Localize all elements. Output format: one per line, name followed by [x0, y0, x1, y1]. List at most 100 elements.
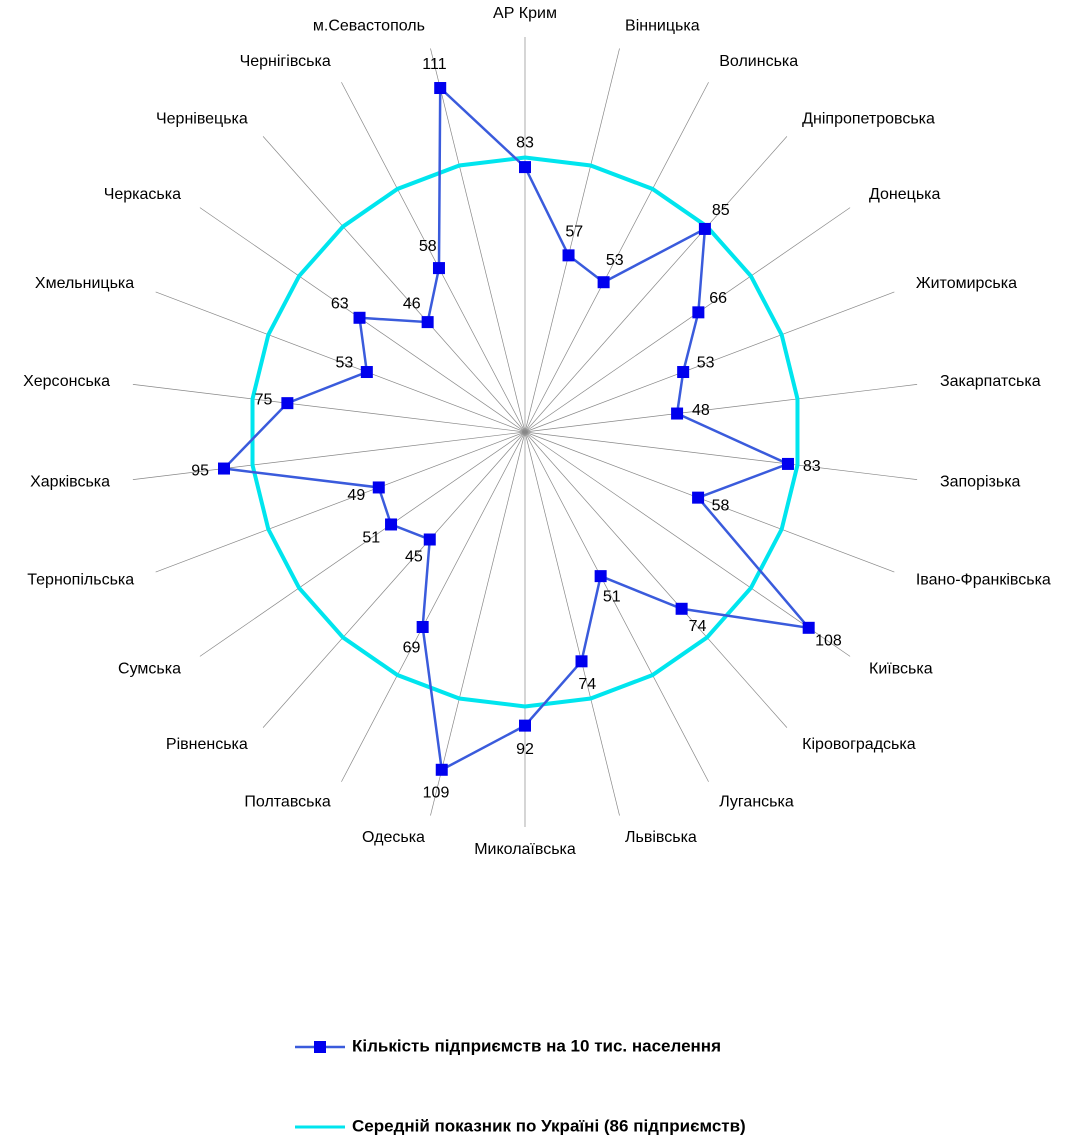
marker — [353, 311, 366, 324]
category-label: Полтавська — [244, 793, 330, 810]
category-label: Вінницька — [625, 17, 700, 34]
category-label: Миколаївська — [474, 841, 576, 858]
marker — [677, 366, 690, 379]
data-label: 74 — [689, 618, 707, 635]
spoke — [524, 384, 918, 433]
data-label: 95 — [191, 463, 209, 480]
spoke — [524, 431, 788, 728]
spoke — [199, 431, 526, 657]
marker — [692, 491, 705, 504]
spoke — [524, 136, 788, 433]
marker — [218, 462, 231, 475]
category-label: Київська — [869, 661, 933, 678]
marker — [802, 621, 815, 634]
spoke — [524, 291, 895, 433]
spoke — [132, 431, 526, 480]
spoke — [341, 82, 526, 433]
category-label: м.Севастополь — [313, 17, 425, 34]
spoke — [524, 82, 709, 433]
category-label: Івано-Франківська — [916, 571, 1051, 588]
category-label: Львівська — [625, 829, 697, 846]
spoke — [155, 431, 526, 573]
spoke — [524, 431, 851, 657]
spoke — [262, 431, 526, 728]
data-label: 45 — [405, 549, 423, 566]
marker — [597, 276, 610, 289]
data-label: 66 — [709, 290, 727, 307]
marker — [372, 481, 385, 494]
marker — [385, 518, 398, 531]
legend-marker — [314, 1041, 326, 1053]
marker — [519, 161, 531, 174]
category-label: Волинська — [719, 53, 798, 70]
spoke — [341, 431, 526, 782]
category-label: Кіровоградська — [802, 736, 916, 753]
spoke — [524, 431, 620, 816]
spoke — [524, 431, 895, 573]
data-label: 46 — [403, 295, 421, 312]
marker — [562, 249, 575, 262]
data-label: 53 — [606, 252, 624, 269]
marker — [435, 763, 448, 776]
category-label: Житомирська — [916, 275, 1017, 292]
marker — [416, 620, 429, 633]
category-label: Чернігівська — [240, 53, 331, 70]
category-label: Луганська — [719, 793, 794, 810]
marker — [781, 457, 794, 470]
spoke — [132, 384, 526, 433]
category-label: Закарпатська — [940, 373, 1041, 390]
marker — [594, 570, 607, 583]
data-label: 53 — [335, 355, 353, 372]
data-label: 58 — [712, 497, 730, 514]
data-label: 51 — [362, 529, 380, 546]
data-label: 74 — [578, 676, 596, 693]
spoke — [524, 431, 709, 782]
category-label: Тернопільська — [27, 571, 134, 588]
legend-label: Кількість підприємств на 10 тис. населен… — [352, 1036, 721, 1055]
marker — [675, 602, 688, 615]
category-label: Хмельницька — [35, 275, 134, 292]
data-label: 109 — [423, 784, 450, 801]
spoke — [155, 291, 526, 433]
category-label: Одеська — [362, 829, 425, 846]
series-line — [250, 155, 800, 709]
data-label: 83 — [803, 458, 821, 475]
data-label: 49 — [347, 487, 365, 504]
marker — [432, 262, 445, 275]
marker — [423, 533, 436, 546]
marker — [360, 366, 373, 379]
category-label: Чернівецька — [156, 110, 248, 127]
spoke — [430, 431, 526, 816]
spoke — [262, 136, 526, 433]
category-label: Черкаська — [104, 186, 181, 203]
marker — [281, 397, 294, 410]
data-label: 63 — [331, 295, 349, 312]
data-label: 75 — [255, 391, 273, 408]
marker — [671, 407, 684, 420]
spoke — [524, 431, 918, 480]
category-label: Рівненська — [166, 736, 248, 753]
data-label: 53 — [697, 355, 715, 372]
category-label: Запорізька — [940, 474, 1021, 491]
data-label: 51 — [603, 589, 621, 606]
category-label: Сумська — [118, 661, 181, 678]
data-label: 92 — [516, 741, 534, 758]
data-label: 57 — [565, 223, 583, 240]
marker — [692, 306, 705, 319]
spoke — [524, 48, 620, 433]
marker — [421, 316, 434, 329]
marker — [698, 222, 711, 235]
category-label: АР Крим — [493, 5, 557, 22]
spoke — [524, 207, 851, 433]
data-label: 83 — [516, 134, 534, 151]
marker — [519, 719, 531, 732]
legend-label: Середній показник по Україні (86 підприє… — [352, 1116, 746, 1135]
category-label: Донецька — [869, 186, 941, 203]
category-label: Харківська — [30, 474, 110, 491]
data-label: 58 — [419, 238, 437, 255]
marker — [575, 655, 588, 668]
data-label: 108 — [815, 633, 842, 650]
data-label: 111 — [422, 56, 446, 73]
category-label: Дніпропетровська — [802, 110, 935, 127]
